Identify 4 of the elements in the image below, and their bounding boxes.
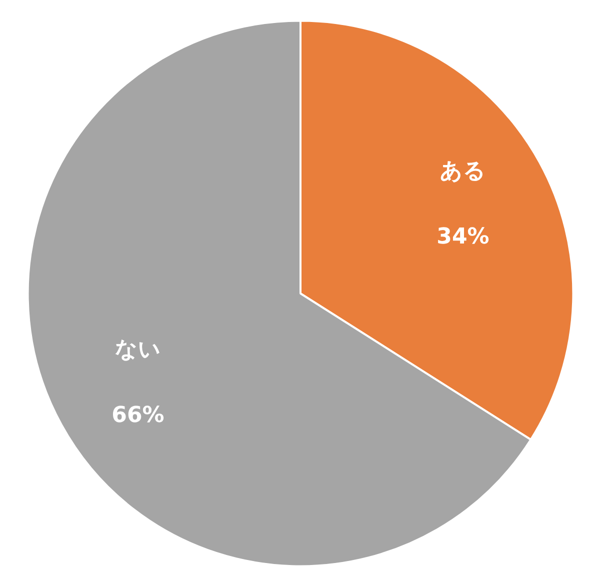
- slice-label: ない: [114, 338, 161, 363]
- data-label: 34%: [436, 224, 490, 250]
- data-label: 66%: [112, 403, 164, 428]
- slice-label: ある: [440, 158, 486, 184]
